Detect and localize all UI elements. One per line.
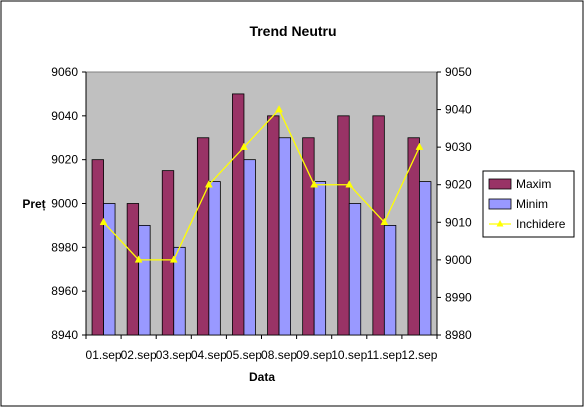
bar-maxim <box>302 137 315 336</box>
x-axis-label: Data <box>249 370 275 384</box>
bar-maxim <box>337 115 350 336</box>
point-inchidere <box>310 180 319 188</box>
legend-swatch-maxim <box>488 178 512 190</box>
right-tick-label: 9050 <box>445 65 472 79</box>
point-inchidere <box>345 180 354 188</box>
x-tick-label: 01.sep <box>86 348 122 362</box>
x-tick-label: 12.sep <box>401 348 437 362</box>
right-tick-label: 9030 <box>445 140 472 154</box>
left-tick-label: 8980 <box>51 240 78 254</box>
right-tick-label: 9010 <box>445 215 472 229</box>
right-axis: 8980 8990 9000 9010 9020 9030 9040 9050 <box>436 65 472 342</box>
right-tick-label: 8980 <box>445 328 472 342</box>
point-inchidere <box>415 142 424 150</box>
bar-minim <box>419 181 432 336</box>
x-axis: 01.sep 02.sep 03.sep 04.sep 05.sep 08.sep 09.s… <box>85 334 438 362</box>
left-axis: 8940 8960 8980 9000 9020 9040 9060 <box>51 65 87 342</box>
bar-maxim <box>232 93 245 336</box>
right-tick-label: 8990 <box>445 290 472 304</box>
left-tick-label: 9020 <box>51 153 78 167</box>
legend-label-minim: Minim <box>516 197 548 211</box>
close-line-group <box>99 105 424 263</box>
right-tick-label: 9040 <box>445 103 472 117</box>
line-inchidere <box>103 108 421 261</box>
chart-title: Trend Neutru <box>249 23 336 39</box>
point-inchidere <box>275 105 283 113</box>
legend: Maxim Minim Inchidere <box>482 170 575 238</box>
bar-maxim <box>372 115 385 336</box>
point-inchidere <box>204 180 213 188</box>
left-tick-label: 8960 <box>51 284 78 298</box>
bar-minim <box>243 159 256 336</box>
right-tick-label: 9000 <box>445 253 472 267</box>
point-inchidere <box>380 217 389 226</box>
x-tick-label: 05.sep <box>226 348 262 362</box>
point-inchidere <box>240 142 248 150</box>
bar-minim <box>208 181 221 336</box>
left-tick-label: 9040 <box>51 109 78 123</box>
x-tick-label: 08.sep <box>261 348 297 362</box>
right-tick-label: 9020 <box>445 178 472 192</box>
bar-minim <box>313 181 327 336</box>
left-tick-label: 8940 <box>51 328 78 342</box>
left-tick-label: 9000 <box>51 197 78 211</box>
bar-minim <box>103 203 116 336</box>
x-tick-label: 09.sep <box>296 348 332 362</box>
bar-maxim <box>196 137 210 336</box>
legend-label-inchidere: Inchidere <box>516 217 566 231</box>
x-tick-label: 04.sep <box>191 348 227 362</box>
legend-swatch-minim <box>488 198 512 210</box>
bar-minim <box>278 137 291 336</box>
y-axis-label: Preț <box>22 197 45 211</box>
point-inchidere <box>99 217 108 226</box>
bar-minim <box>138 225 151 336</box>
left-tick-label: 9060 <box>51 65 78 79</box>
bar-maxim <box>91 159 104 336</box>
point-inchidere <box>134 255 143 263</box>
bar-maxim <box>161 170 175 336</box>
legend-label-maxim: Maxim <box>516 177 551 191</box>
x-tick-label: 10.sep <box>331 348 367 362</box>
bar-maxim <box>267 115 280 336</box>
x-tick-label: 02.sep <box>121 348 157 362</box>
bar-minim <box>348 203 362 336</box>
x-tick-label: 11.sep <box>367 348 402 362</box>
bar-minim <box>383 225 397 336</box>
x-tick-label: 03.sep <box>156 348 192 362</box>
point-inchidere <box>169 255 178 263</box>
legend-marker-inchidere <box>496 220 504 227</box>
bar-maxim <box>126 203 140 336</box>
bars-group <box>91 93 432 336</box>
